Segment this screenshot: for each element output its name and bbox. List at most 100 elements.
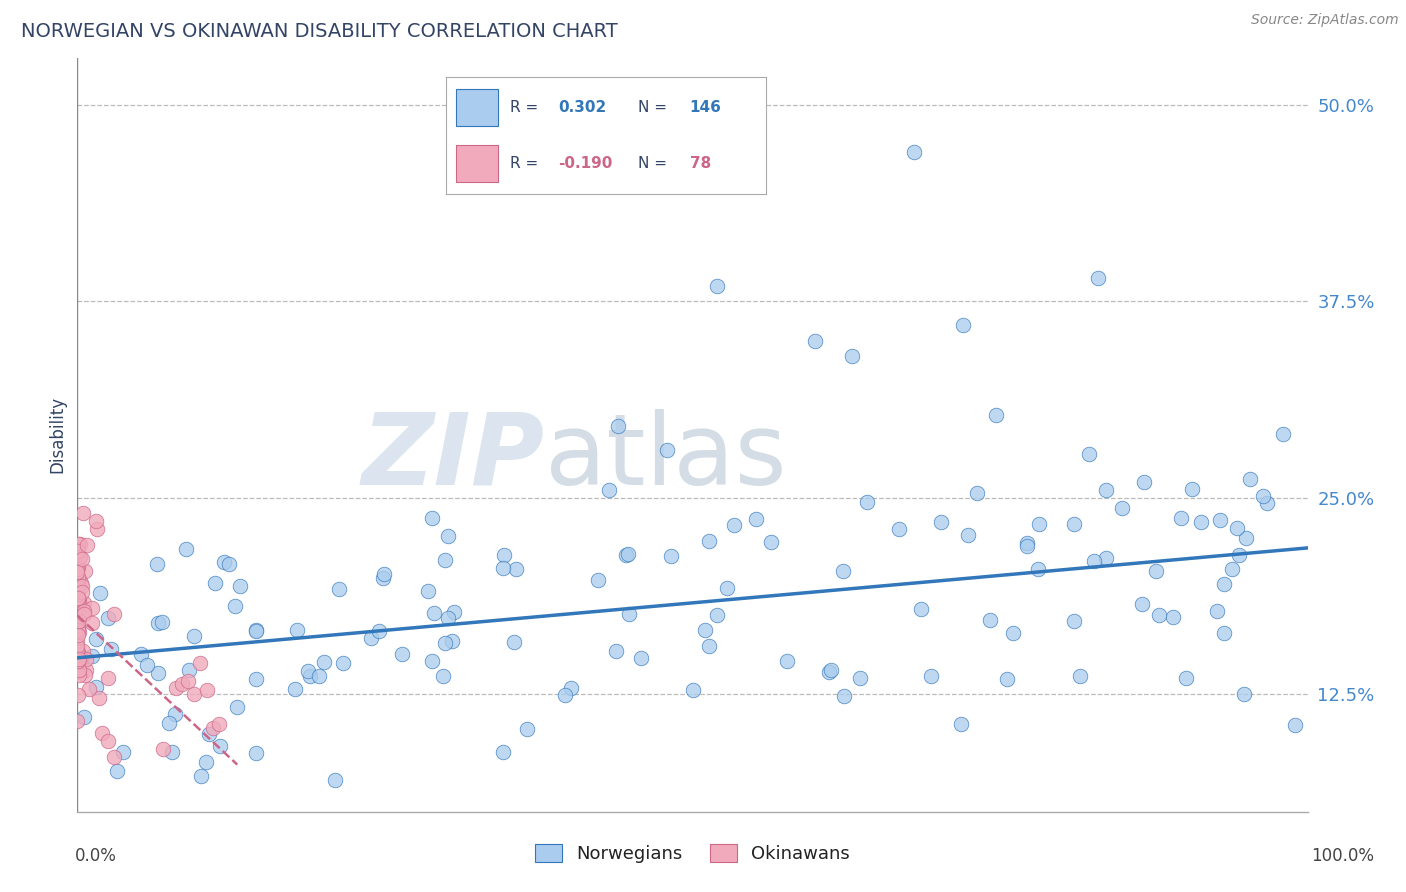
Point (984, 408, 1007, 422)
Point (1233, 687, 1256, 701)
Point (298, 669, 321, 683)
Point (776, 654, 799, 668)
Point (190, 769, 212, 783)
Legend: Norwegians, Okinawans: Norwegians, Okinawans (527, 837, 858, 871)
Point (69, 537, 91, 551)
Point (66, 537, 89, 551)
Point (72, 644, 94, 658)
Point (614, 548, 637, 562)
Point (163, 706, 186, 721)
Point (84, 632, 107, 646)
Point (586, 573, 609, 587)
Point (328, 582, 350, 596)
Point (391, 647, 413, 661)
Point (1271, 426, 1294, 441)
Point (69, 549, 91, 564)
Point (1026, 562, 1049, 576)
Text: ZIP: ZIP (361, 409, 546, 506)
Point (929, 516, 952, 530)
Point (1212, 625, 1234, 640)
Point (66, 591, 89, 605)
Text: Source: ZipAtlas.com: Source: ZipAtlas.com (1251, 13, 1399, 28)
Point (832, 689, 855, 703)
Point (745, 512, 768, 526)
Point (66, 622, 89, 636)
Point (97, 734, 120, 748)
Point (1069, 669, 1091, 683)
Point (84, 514, 107, 528)
Point (966, 486, 988, 500)
Point (1212, 576, 1234, 591)
Point (72, 604, 94, 618)
Point (332, 656, 354, 670)
Point (67, 591, 90, 606)
Point (657, 443, 679, 458)
Point (693, 623, 716, 637)
Point (73, 668, 96, 682)
Point (66, 655, 89, 669)
Point (1063, 614, 1085, 628)
Point (1234, 532, 1257, 546)
Point (67, 573, 90, 587)
Point (1170, 511, 1192, 525)
Point (849, 671, 872, 685)
Point (598, 483, 620, 498)
Point (723, 517, 745, 532)
Point (1226, 521, 1249, 535)
Point (1209, 513, 1232, 527)
Point (87, 690, 110, 705)
Point (148, 666, 170, 681)
Point (492, 561, 515, 575)
Point (245, 747, 267, 761)
Point (103, 607, 125, 621)
Point (107, 764, 129, 779)
Point (66, 714, 89, 728)
Point (76, 538, 98, 552)
Point (208, 716, 231, 731)
Point (1111, 501, 1133, 516)
Point (152, 742, 174, 756)
Point (66, 605, 89, 619)
Point (195, 683, 218, 698)
Point (314, 655, 336, 669)
Point (103, 749, 125, 764)
Point (432, 669, 454, 683)
Point (856, 495, 879, 509)
Point (183, 687, 205, 701)
Point (165, 681, 187, 695)
Point (69, 653, 91, 667)
Point (146, 616, 169, 631)
Point (437, 529, 460, 543)
Point (418, 583, 440, 598)
Point (72, 507, 94, 521)
Point (516, 722, 538, 736)
Point (73, 710, 96, 724)
Point (505, 562, 527, 576)
Point (80, 601, 103, 615)
Point (194, 755, 217, 769)
Point (697, 533, 720, 548)
Point (136, 657, 159, 672)
Point (66, 644, 89, 658)
Point (66, 688, 89, 702)
Point (67, 587, 90, 601)
Point (841, 349, 863, 363)
Point (360, 631, 382, 645)
Point (204, 576, 226, 591)
Point (1175, 671, 1198, 685)
Point (66, 657, 89, 671)
Point (70, 552, 93, 566)
Y-axis label: Disability: Disability (48, 396, 66, 474)
Point (441, 634, 464, 648)
Point (659, 549, 682, 564)
Point (183, 629, 205, 643)
Point (492, 548, 515, 562)
Point (150, 615, 173, 630)
Point (77, 681, 100, 696)
Point (979, 613, 1001, 627)
Point (245, 623, 267, 637)
Point (1180, 482, 1202, 496)
Point (97, 611, 120, 625)
Point (1063, 516, 1085, 531)
Point (956, 528, 979, 542)
